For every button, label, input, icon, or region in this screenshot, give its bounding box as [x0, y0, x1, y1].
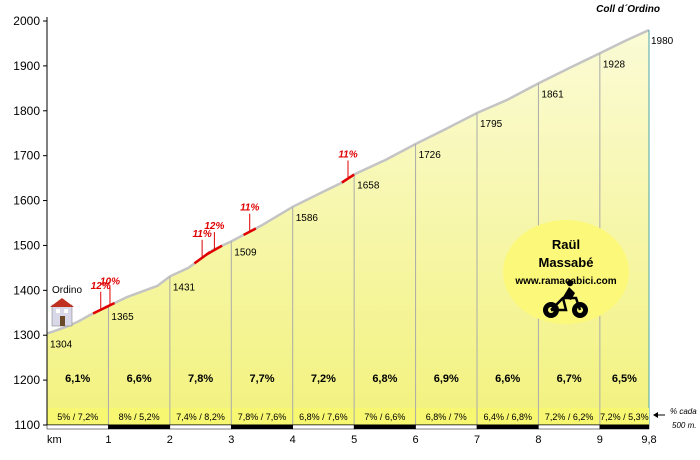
half-km-gradient-label: 7,8% / 7,6%	[238, 412, 287, 422]
half-km-gradient-label: 7,4% / 8,2%	[176, 412, 225, 422]
x-tick-label: 4	[290, 434, 296, 446]
segment-gradient-label: 6,7%	[557, 373, 582, 385]
km-scale-bar	[292, 424, 355, 430]
half-km-gradient-label: 5% / 7,2%	[57, 412, 98, 422]
y-tick-label: 1400	[13, 283, 40, 297]
altitude-label: 1658	[357, 181, 380, 192]
steep-label: 11%	[240, 203, 259, 214]
y-tick-label: 1900	[13, 59, 40, 73]
segment-gradient-label: 6,8%	[372, 373, 397, 385]
steep-section	[341, 173, 355, 184]
segment-gradient-label: 6,6%	[127, 373, 152, 385]
half-km-gradient-label: 6,8% / 7,6%	[299, 412, 348, 422]
segment-gradient-label: 7,7%	[249, 373, 274, 385]
steep-section	[242, 227, 257, 237]
x-tick-label: 7	[474, 434, 480, 446]
x-tick-label: 3	[228, 434, 234, 446]
badge-website: www.ramacabici.com	[514, 276, 616, 287]
x-tick-label: 6	[413, 434, 419, 446]
km-scale-bar	[538, 424, 601, 430]
y-tick-label: 1700	[13, 149, 40, 163]
x-tick-label: 1	[105, 434, 111, 446]
altitude-label: 1365	[111, 312, 134, 323]
y-tick-label: 1100	[14, 418, 40, 432]
x-tick-label: 9	[597, 434, 603, 446]
steep-section	[104, 301, 116, 309]
half-km-gradient-label: 7,2% / 5,3%	[600, 412, 649, 422]
village-icon	[50, 298, 74, 327]
altitude-label: 1861	[541, 89, 564, 100]
x-tick-label: 8	[535, 434, 541, 446]
badge-name-line-1: Raül	[552, 237, 580, 252]
km-scale-bar	[415, 424, 478, 430]
altitude-label: 1509	[234, 247, 257, 258]
km-scale-bar	[108, 424, 171, 430]
steep-label: 11%	[192, 229, 211, 240]
segment-gradient-label: 6,9%	[434, 373, 459, 385]
steep-label: 11%	[338, 150, 357, 161]
cyclist-icon	[543, 279, 588, 318]
steep-label: 10%	[100, 276, 120, 287]
y-tick-label: 1200	[13, 373, 40, 387]
altitude-label: 1726	[419, 150, 442, 161]
y-tick-label: 1800	[13, 104, 40, 118]
badge-name-line-2: Massabé	[539, 255, 594, 270]
steep-label: 12%	[91, 281, 111, 292]
steep-label: 12%	[204, 221, 224, 232]
steep-section	[206, 244, 223, 256]
half-km-gradient-label: 7% / 6,6%	[364, 412, 405, 422]
half-km-gradient-label: 7,2% / 6,2%	[545, 412, 594, 422]
x-tick-label: 9,8	[641, 434, 656, 446]
half-km-gradient-label: 8% / 5,2%	[119, 412, 160, 422]
x-tick-label: 5	[351, 434, 357, 446]
altitude-label: 1795	[480, 119, 503, 130]
half-km-gradient-label: 6,8% / 7%	[426, 412, 467, 422]
segment-gradient-label: 6,6%	[495, 373, 520, 385]
km-scale-bar	[169, 424, 232, 430]
y-tick-label: 1500	[13, 238, 40, 252]
altitude-label: 1928	[603, 59, 626, 70]
x-tick-label: 2	[167, 434, 173, 446]
author-badge: Raül Massabé www.ramacabici.com	[503, 220, 629, 324]
y-tick-label: 1600	[13, 194, 40, 208]
half-km-note-line-1: % cada	[670, 407, 697, 416]
half-km-note-line-2: 500 m.	[672, 421, 696, 430]
half-km-band	[47, 408, 649, 425]
segment-gradient-label: 6,5%	[612, 373, 637, 385]
arrow-left-icon	[653, 412, 665, 418]
y-tick-label: 2000	[13, 14, 40, 28]
x-unit-label: km	[47, 434, 62, 446]
altitude-label: 1980	[651, 36, 674, 47]
profile-area	[47, 30, 649, 425]
y-tick-label: 1300	[13, 328, 40, 342]
segment-gradient-label: 6,1%	[65, 373, 90, 385]
km-scale-bar	[476, 424, 539, 430]
altitude-label: 1431	[173, 282, 196, 293]
altitude-label: 1586	[296, 213, 319, 224]
km-scale-bar	[46, 424, 109, 430]
segment-gradient-label: 7,8%	[188, 373, 213, 385]
segment-gradient-label: 7,2%	[311, 373, 336, 385]
start-label: Ordino	[52, 285, 82, 296]
chart-title: Coll d´Ordino	[596, 4, 660, 15]
half-km-gradient-label: 6,4% / 6,8%	[483, 412, 532, 422]
km-scale-bar	[353, 424, 416, 430]
altitude-label: 1304	[50, 339, 73, 350]
km-scale-bar	[599, 424, 650, 430]
km-scale-bar	[231, 424, 293, 430]
